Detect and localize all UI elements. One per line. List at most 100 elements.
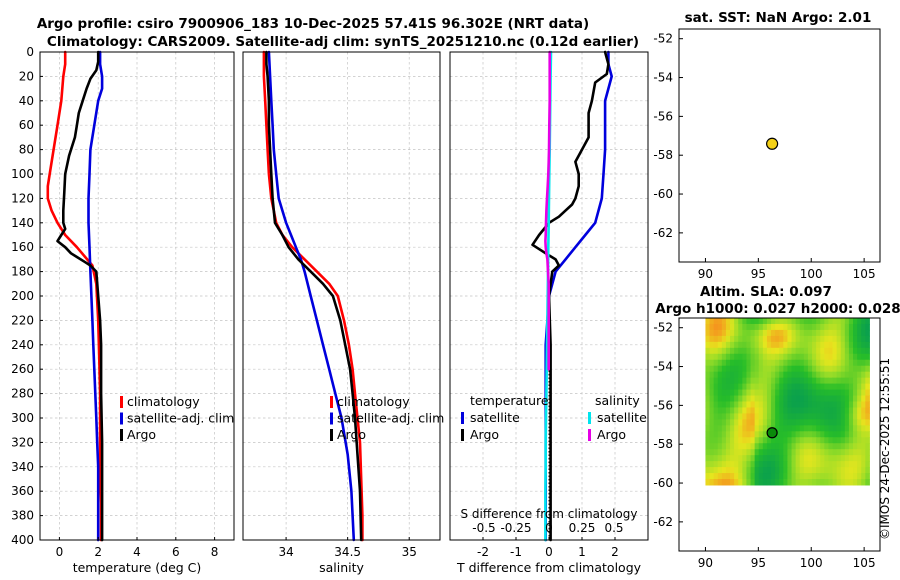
legend-label: climatology [127, 394, 200, 409]
sla-map-panel: -52 -54 -56 -58 -60 -62 90 95 100 105 Altim. SLA: … [653, 284, 900, 570]
map-y-tick-label: -62 [653, 226, 673, 240]
map-x-tick-label: 95 [751, 556, 766, 570]
x-axis-label: T difference from climatology [456, 560, 642, 575]
legend-group-title: salinity [595, 393, 640, 408]
series-line-satellite-adj-clim [267, 50, 356, 542]
y-tick-label: 400 [11, 533, 34, 547]
top-axis-label: S difference from climatology [461, 507, 638, 521]
y-tick-label: 100 [11, 167, 34, 181]
legend-label: satellite [470, 410, 520, 425]
top-tick-label: 0.5 [604, 521, 623, 535]
series-line-climatology [46, 50, 103, 542]
legend-label: climatology [337, 394, 410, 409]
figure-title-line1: Argo profile: csiro 7900906_183 10-Dec-2… [37, 16, 589, 32]
axes-frame [242, 51, 441, 541]
argo-position-marker [766, 137, 779, 150]
map-frame [678, 28, 881, 263]
figure-title-line2: Climatology: CARS2009. Satellite-adj cli… [47, 34, 639, 50]
x-tick-label: -2 [477, 545, 489, 559]
sst-map-panel: -52 -54 -56 -58 -60 -62 90 95 100 105 sat. SST: Na… [653, 10, 881, 281]
x-tick-label: 6 [172, 545, 180, 559]
x-tick-label: 2 [611, 545, 619, 559]
series-line-climatology [262, 50, 364, 542]
y-tick-label: 340 [11, 460, 34, 474]
map-y-tick-label: -60 [653, 187, 673, 201]
series-line-argo [265, 50, 363, 542]
legend-group-title: temperature [470, 393, 549, 408]
x-tick-label: -1 [510, 545, 522, 559]
legend-swatch [120, 412, 123, 425]
y-tick-label: 80 [19, 143, 34, 157]
map-y-tick-label: -58 [653, 437, 673, 451]
sla-field [705, 318, 870, 486]
map-y-tick-label: -60 [653, 476, 673, 490]
y-tick-label: 20 [19, 69, 34, 83]
y-tick-label: 360 [11, 484, 34, 498]
sla-map-title-line2: Argo h1000: 0.027 h2000: 0.028 [655, 301, 900, 317]
map-y-tick-label: -56 [653, 109, 673, 123]
map-x-tick-label: 105 [853, 556, 876, 570]
temperature-panel: 0204060801001201401601802002202402602803… [11, 45, 235, 575]
x-tick-label: 8 [211, 545, 219, 559]
y-tick-label: 40 [19, 94, 34, 108]
footer-stamp: ©IMOS 24-Dec-2025 12:55:51 [878, 358, 892, 540]
legend-swatch [330, 412, 333, 425]
y-tick-label: 120 [11, 191, 34, 205]
y-tick-label: 240 [11, 338, 34, 352]
map-y-tick-label: -54 [653, 360, 673, 374]
map-y-tick-label: -58 [653, 148, 673, 162]
map-x-tick-label: 100 [800, 267, 823, 281]
y-tick-label: 0 [26, 45, 34, 59]
top-tick-label: -0.5 [472, 521, 495, 535]
map-x-tick-label: 95 [751, 267, 766, 281]
legend-swatch [588, 429, 591, 441]
legend-label: Argo [597, 427, 626, 442]
legend-label: Argo [337, 427, 366, 442]
legend-swatch [330, 429, 333, 441]
map-x-tick-label: 100 [800, 556, 823, 570]
legend-swatch [120, 396, 123, 408]
map-x-tick-label: 90 [698, 556, 713, 570]
legend-label: Argo [470, 427, 499, 442]
legend-swatch [461, 412, 464, 424]
map-y-tick-label: -52 [653, 321, 673, 335]
y-tick-label: 260 [11, 362, 34, 376]
x-tick-label: 0 [56, 545, 64, 559]
x-tick-label: 4 [133, 545, 141, 559]
top-tick-label: 0.25 [569, 521, 596, 535]
y-tick-label: 380 [11, 509, 34, 523]
legend-label: satellite-adj. clim [337, 411, 444, 426]
series-line-salinity-argo [544, 50, 552, 371]
legend-label: satellite-adj. clim [127, 411, 234, 426]
y-tick-label: 300 [11, 411, 34, 425]
x-tick-label: 0 [545, 545, 553, 559]
legend-label: satellite [597, 410, 647, 425]
sst-map-title: sat. SST: NaN Argo: 2.01 [685, 10, 872, 26]
x-tick-label: 1 [578, 545, 586, 559]
top-tick-label: -0.25 [500, 521, 531, 535]
x-tick-label: 34 [278, 545, 293, 559]
map-y-tick-label: -62 [653, 515, 673, 529]
map-x-tick-label: 90 [698, 267, 713, 281]
y-tick-label: 160 [11, 240, 34, 254]
x-axis-label: temperature (deg C) [73, 560, 202, 575]
x-tick-label: 34.5 [334, 545, 361, 559]
legend-swatch [461, 429, 464, 441]
y-tick-label: 320 [11, 435, 34, 449]
map-x-tick-label: 105 [853, 267, 876, 281]
legend-swatch [120, 429, 123, 441]
y-tick-label: 220 [11, 313, 34, 327]
map-y-tick-label: -52 [653, 32, 673, 46]
legend-swatch [330, 396, 333, 408]
legend-label: Argo [127, 427, 156, 442]
salinity-panel: 34 34.5 35 salinity climatology satellite-adj… [242, 50, 444, 575]
legend-swatch [588, 412, 591, 424]
y-tick-label: 60 [19, 118, 34, 132]
map-y-tick-label: -54 [653, 71, 673, 85]
map-y-tick-label: -56 [653, 398, 673, 412]
argo-position-marker [766, 427, 778, 439]
series-line-satellite-adj-clim [87, 50, 104, 542]
x-axis-label: salinity [319, 560, 364, 575]
y-tick-label: 280 [11, 387, 34, 401]
